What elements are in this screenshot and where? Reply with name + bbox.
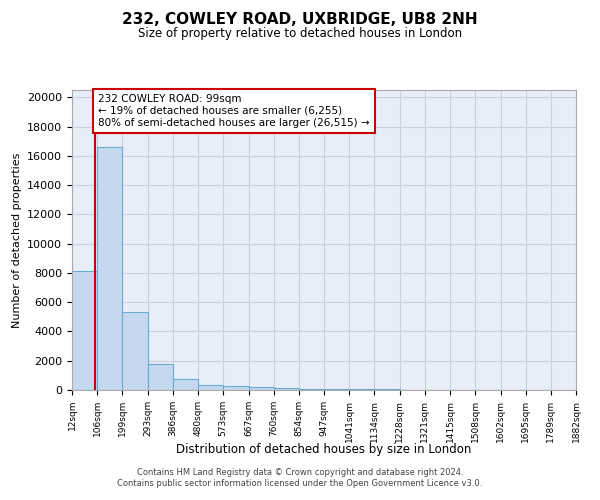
Bar <box>248 388 274 390</box>
Bar <box>148 364 173 390</box>
Bar <box>274 388 299 390</box>
Text: 232 COWLEY ROAD: 99sqm
← 19% of detached houses are smaller (6,255)
80% of semi-: 232 COWLEY ROAD: 99sqm ← 19% of detached… <box>98 94 370 128</box>
Bar <box>223 386 248 390</box>
Bar <box>198 384 223 390</box>
Bar <box>299 389 324 390</box>
Text: Distribution of detached houses by size in London: Distribution of detached houses by size … <box>176 442 472 456</box>
Bar <box>173 379 198 390</box>
Bar <box>72 272 97 390</box>
Bar <box>97 147 122 390</box>
Y-axis label: Number of detached properties: Number of detached properties <box>11 152 22 328</box>
Bar <box>324 389 349 390</box>
Text: Contains HM Land Registry data © Crown copyright and database right 2024.
Contai: Contains HM Land Registry data © Crown c… <box>118 468 482 487</box>
Text: 232, COWLEY ROAD, UXBRIDGE, UB8 2NH: 232, COWLEY ROAD, UXBRIDGE, UB8 2NH <box>122 12 478 28</box>
Bar <box>122 312 148 390</box>
Text: Size of property relative to detached houses in London: Size of property relative to detached ho… <box>138 28 462 40</box>
